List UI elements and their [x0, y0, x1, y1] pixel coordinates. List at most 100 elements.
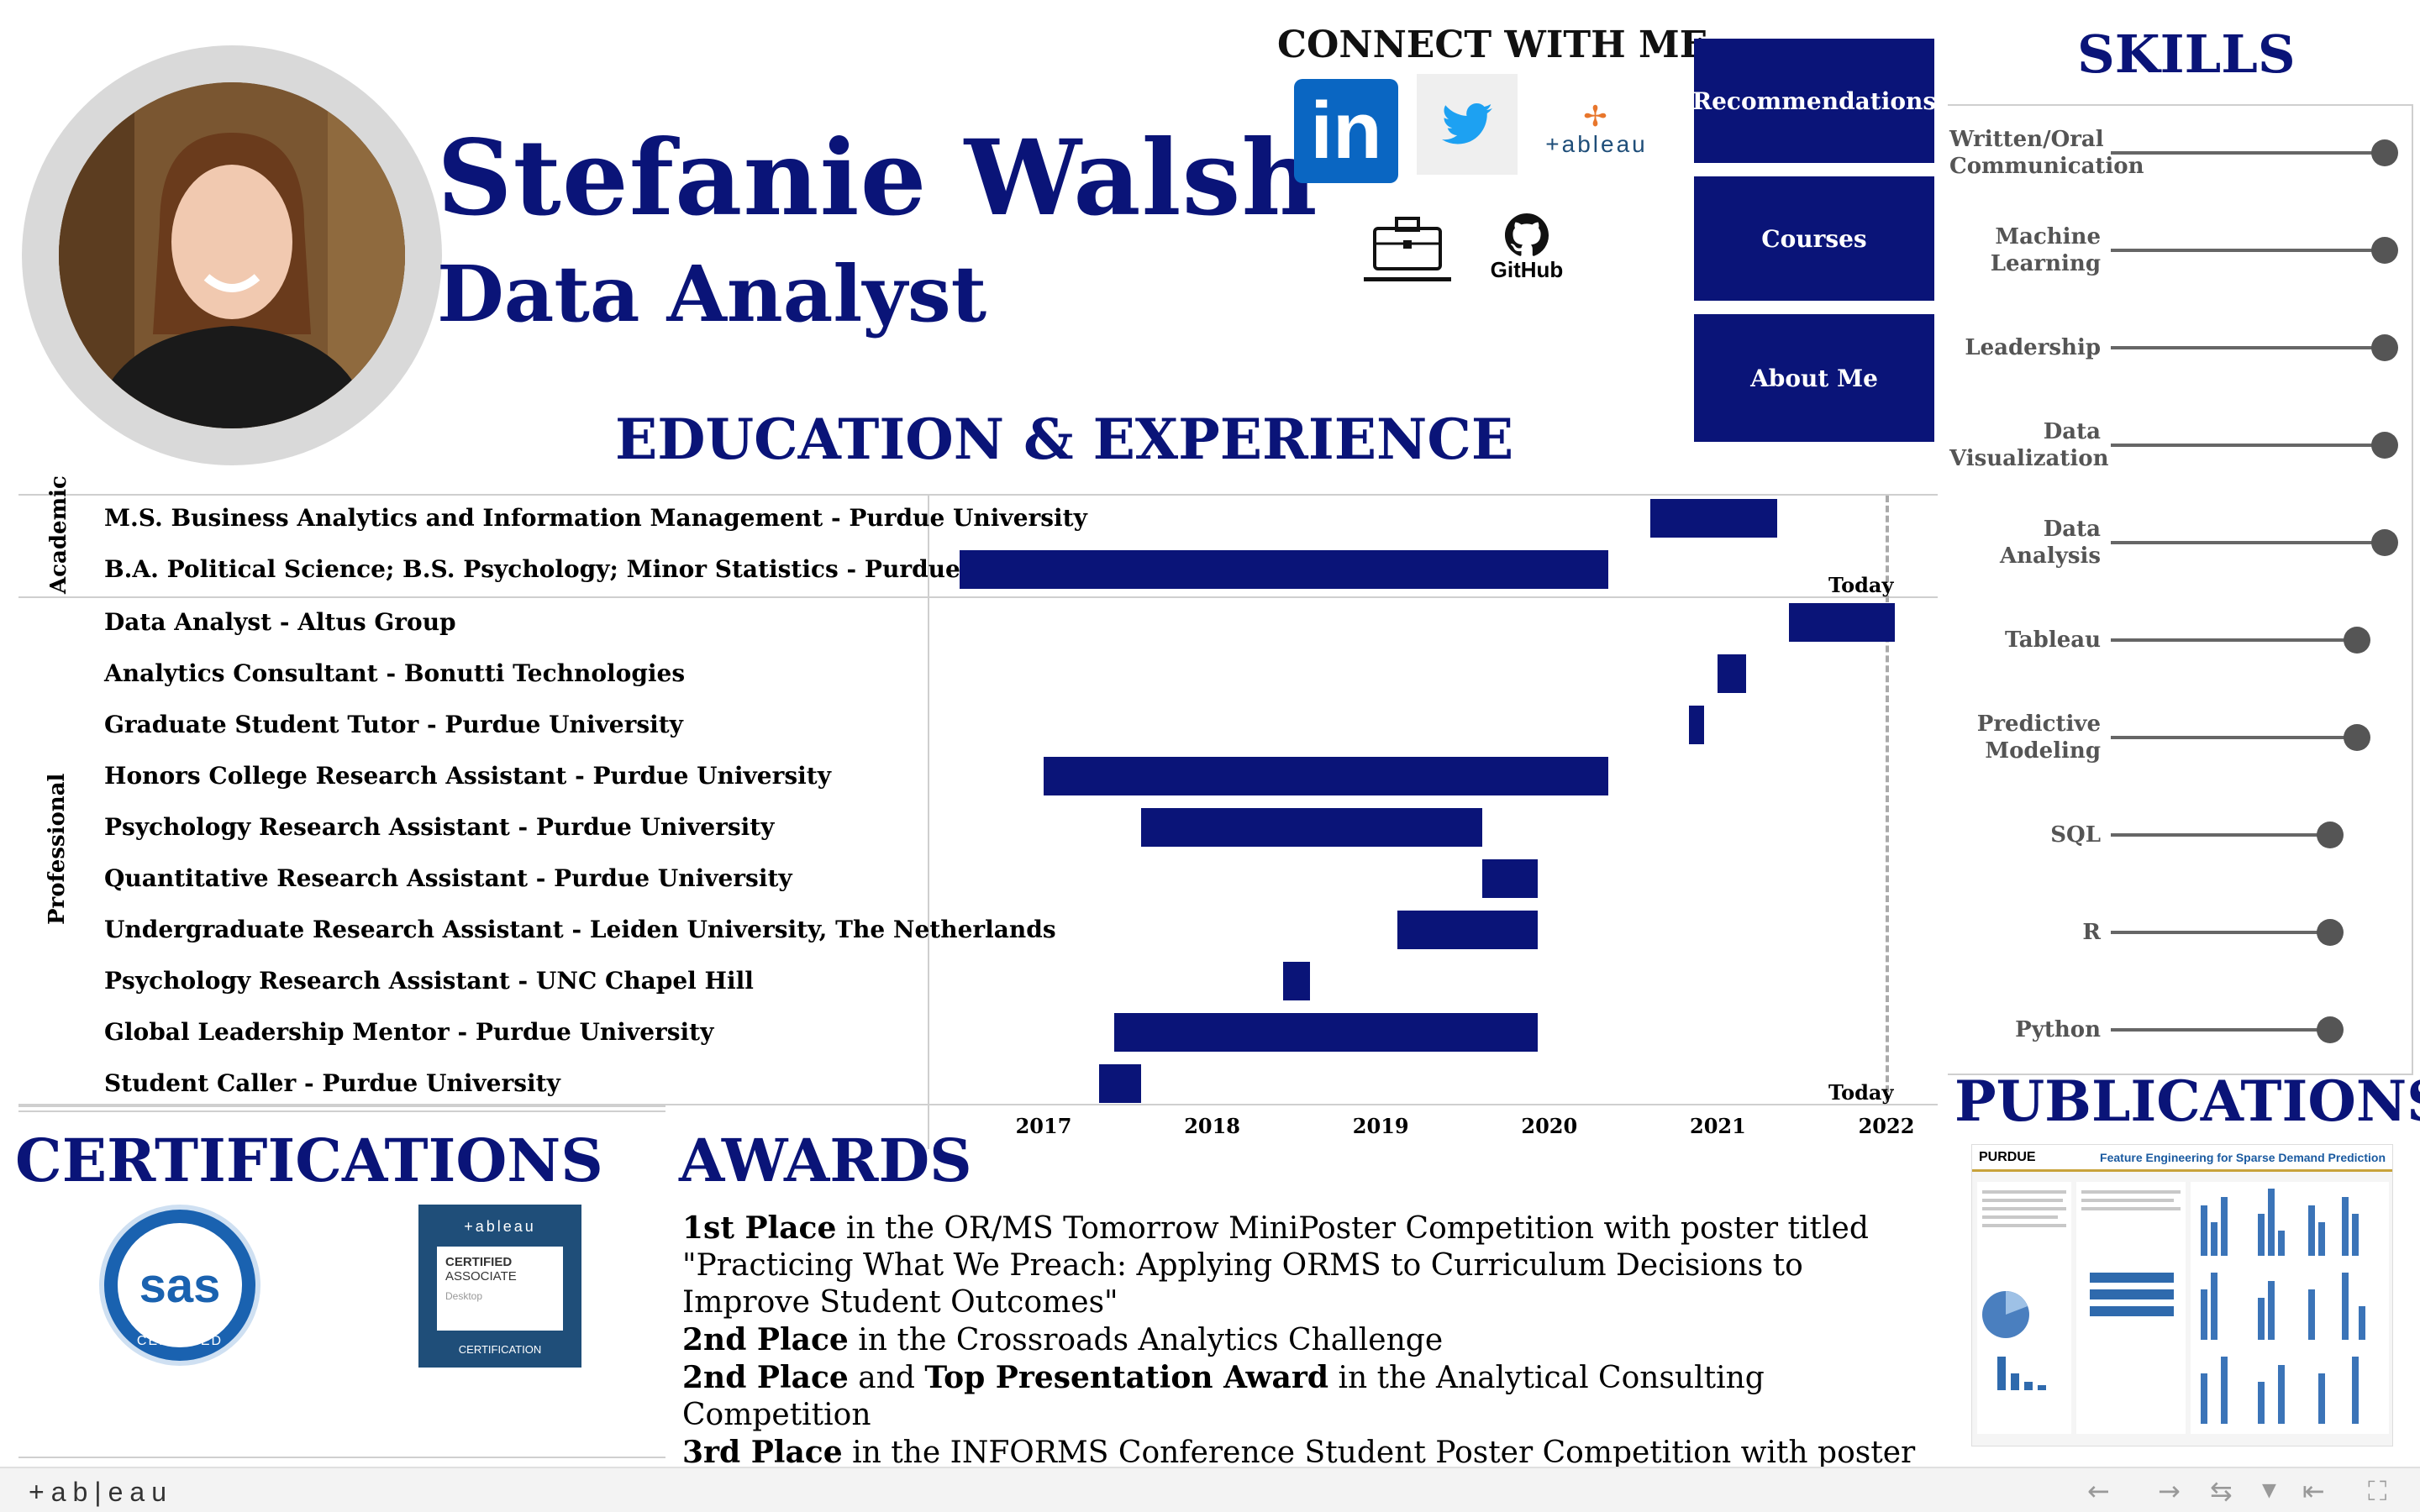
sas-badge-inner: sas [118, 1223, 242, 1347]
poster-title: Feature Engineering for Sparse Demand Pr… [2100, 1150, 2386, 1164]
tableau-certification-badge[interactable]: +ableau CERTIFIED ASSOCIATE Desktop CERT… [418, 1205, 581, 1368]
year-tick-label: 2022 [1858, 1114, 1915, 1138]
timeline-row-label: Psychology Research Assistant - Purdue U… [104, 813, 775, 841]
today-line [1886, 496, 1889, 1102]
award-place: 2nd Place [682, 1322, 849, 1357]
profile-title: Data Analyst [437, 249, 987, 339]
skill-label: SQL [2050, 822, 2101, 848]
timeline-row-label: Quantitative Research Assistant - Purdue… [104, 864, 792, 892]
award-description: in the Analytical Consulting Competition [682, 1361, 1765, 1432]
timeline-bar[interactable] [1788, 603, 1896, 642]
reset-icon[interactable]: ⇤ [2302, 1475, 2325, 1507]
timeline-bar[interactable] [1397, 911, 1538, 949]
skills-heading: SKILLS [2077, 24, 2296, 85]
timeline-row-label: Psychology Research Assistant - UNC Chap… [104, 967, 754, 995]
skill-dot[interactable] [2316, 1016, 2344, 1043]
award-description: in the OR/MS Tomorrow MiniPoster Competi… [682, 1211, 1869, 1320]
timeline-bar[interactable] [1650, 499, 1777, 538]
about-me-button[interactable]: About Me [1694, 314, 1934, 442]
profile-photo [59, 82, 405, 428]
skill-bar [2111, 1028, 2330, 1032]
today-label-academic: Today [1828, 573, 1894, 597]
courses-button[interactable]: Courses [1694, 176, 1934, 301]
publications-heading: PUBLICATIONS [1954, 1068, 2420, 1134]
briefcase-icon[interactable] [1361, 205, 1454, 289]
timeline-bar[interactable] [1044, 757, 1608, 795]
timeline-row-label: Data Analyst - Altus Group [104, 608, 456, 636]
timeline-bar[interactable] [1689, 706, 1705, 744]
award-place: 2nd Place [682, 1360, 849, 1395]
skill-dot[interactable] [2371, 432, 2398, 459]
tableau-cert-line3: Desktop [445, 1290, 483, 1302]
award-item: 1st Place in the OR/MS Tomorrow MiniPost… [682, 1210, 1918, 1321]
certifications-heading: CERTIFICATIONS [15, 1126, 603, 1195]
year-tick-label: 2021 [1689, 1114, 1746, 1138]
twitter-icon[interactable] [1417, 74, 1518, 175]
timeline-bar[interactable] [1282, 962, 1310, 1000]
recommendations-button[interactable]: Recommendations [1692, 39, 1936, 163]
timeline-row-label: Honors College Research Assistant - Purd… [104, 762, 831, 790]
award-connector: and [848, 1361, 925, 1395]
skill-label: Leadership [1965, 335, 2101, 360]
skill-dot[interactable] [2371, 334, 2398, 361]
skill-bar [2111, 444, 2385, 447]
year-tick-label: 2020 [1521, 1114, 1578, 1138]
tableau-cert-brand: +ableau [464, 1218, 536, 1235]
undo-icon[interactable]: ← [2087, 1475, 2110, 1507]
briefcase-underline [1364, 276, 1451, 281]
timeline-bar[interactable] [1481, 859, 1538, 898]
timeline-bar[interactable] [1114, 1013, 1538, 1052]
revert-icon[interactable]: ⇆ [2210, 1475, 2233, 1507]
skill-label: Python [2015, 1017, 2101, 1042]
awards-heading: AWARDS [679, 1126, 972, 1195]
skill-label: Data Analysis [1999, 517, 2101, 569]
awards-list: 1st Place in the OR/MS Tomorrow MiniPost… [682, 1210, 1918, 1509]
skill-label: Predictive Modeling [1976, 711, 2101, 764]
timeline-row-label: B.A. Political Science; B.S. Psychology;… [104, 555, 1103, 583]
year-tick-label: 2018 [1184, 1114, 1240, 1138]
linkedin-label: in [1310, 86, 1382, 176]
linkedin-icon[interactable]: in [1294, 79, 1398, 183]
skill-bar [2111, 931, 2330, 934]
timeline-bar[interactable] [959, 550, 1608, 589]
year-tick-label: 2019 [1352, 1114, 1409, 1138]
sas-certified-badge[interactable]: sas CERTIFIED [99, 1205, 260, 1366]
skill-bar [2111, 541, 2385, 544]
skill-bar [2111, 833, 2330, 837]
timeline-bar[interactable] [1141, 808, 1482, 847]
skill-dot[interactable] [2371, 139, 2398, 166]
tableau-public-icon[interactable]: ✢ +ableau [1538, 92, 1655, 168]
timeline-row-label: Graduate Student Tutor - Purdue Universi… [104, 711, 683, 738]
timeline-bar[interactable] [1099, 1064, 1142, 1103]
publication-poster[interactable]: PURDUE Feature Engineering for Sparse De… [1971, 1144, 2393, 1446]
academic-section-label: Academic [46, 475, 71, 594]
redo-icon[interactable]: → [2158, 1475, 2181, 1507]
skill-dot[interactable] [2344, 724, 2371, 751]
tableau-cross-icon: ✢ [1583, 101, 1610, 133]
revert-dropdown-icon[interactable]: ▼ [2262, 1480, 2276, 1501]
fullscreen-icon[interactable]: ⛶ [2368, 1475, 2387, 1507]
award-place-secondary: Top Presentation Award [924, 1360, 1328, 1395]
github-icon[interactable]: GitHub [1489, 210, 1565, 286]
skill-label: Machine Learning [1990, 224, 2101, 276]
skill-label: Written/Oral Communication [1949, 127, 2144, 179]
skill-dot[interactable] [2316, 822, 2344, 848]
today-label-professional: Today [1828, 1080, 1894, 1105]
award-place: 3rd Place [682, 1435, 843, 1470]
poster-org: PURDUE [1979, 1149, 2036, 1164]
skill-dot[interactable] [2344, 627, 2371, 654]
award-place: 1st Place [682, 1210, 837, 1246]
tableau-cert-card: CERTIFIED ASSOCIATE Desktop [437, 1247, 563, 1331]
tableau-footer-logo[interactable]: +ab|eau [29, 1477, 173, 1507]
sas-logo-text: sas [139, 1257, 221, 1313]
award-item: 2nd Place and Top Presentation Award in … [682, 1359, 1918, 1434]
skill-dot[interactable] [2371, 237, 2398, 264]
award-item: 2nd Place in the Crossroads Analytics Ch… [682, 1321, 1918, 1359]
professional-section-label: Professional [45, 773, 70, 925]
skill-dot[interactable] [2371, 529, 2398, 556]
education-experience-heading: EDUCATION & EXPERIENCE [615, 407, 1514, 472]
bottom-divider [18, 1457, 666, 1458]
tableau-cert-line1: CERTIFIED [445, 1255, 513, 1269]
timeline-bar[interactable] [1718, 654, 1747, 693]
skill-dot[interactable] [2316, 919, 2344, 946]
